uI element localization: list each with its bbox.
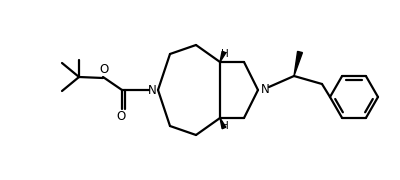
Text: O: O bbox=[116, 111, 126, 123]
Polygon shape bbox=[294, 51, 302, 76]
Text: H: H bbox=[221, 121, 229, 131]
Text: O: O bbox=[99, 63, 109, 76]
Text: N: N bbox=[148, 84, 156, 96]
Polygon shape bbox=[220, 118, 226, 129]
Text: H: H bbox=[221, 49, 229, 59]
Text: N: N bbox=[261, 82, 269, 96]
Polygon shape bbox=[220, 51, 226, 62]
